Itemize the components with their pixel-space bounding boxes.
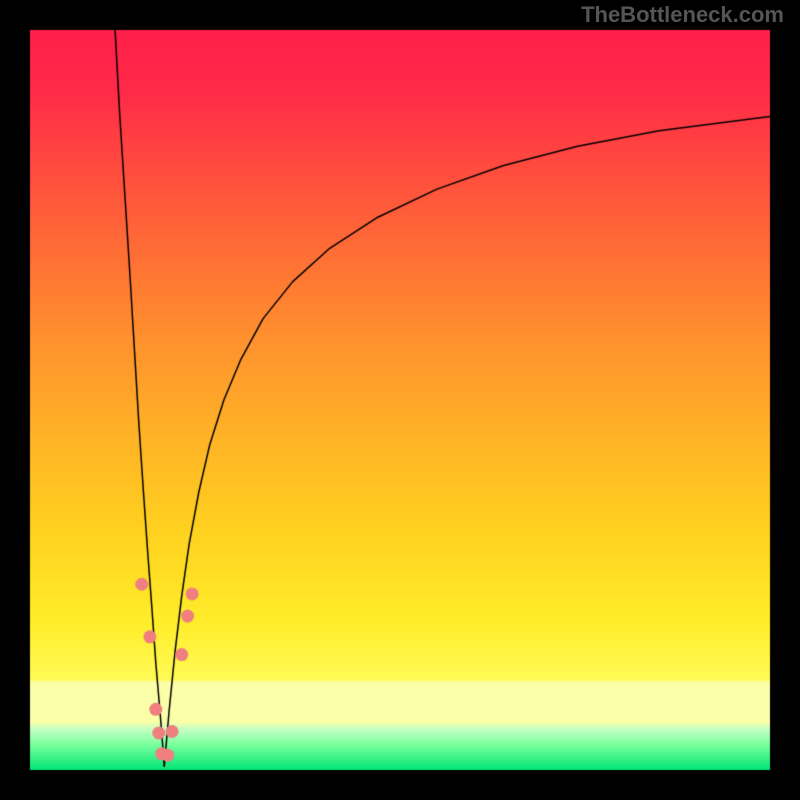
- watermark-text: TheBottleneck.com: [581, 2, 784, 28]
- chart-container: TheBottleneck.com: [0, 0, 800, 800]
- chart-canvas: [0, 0, 800, 800]
